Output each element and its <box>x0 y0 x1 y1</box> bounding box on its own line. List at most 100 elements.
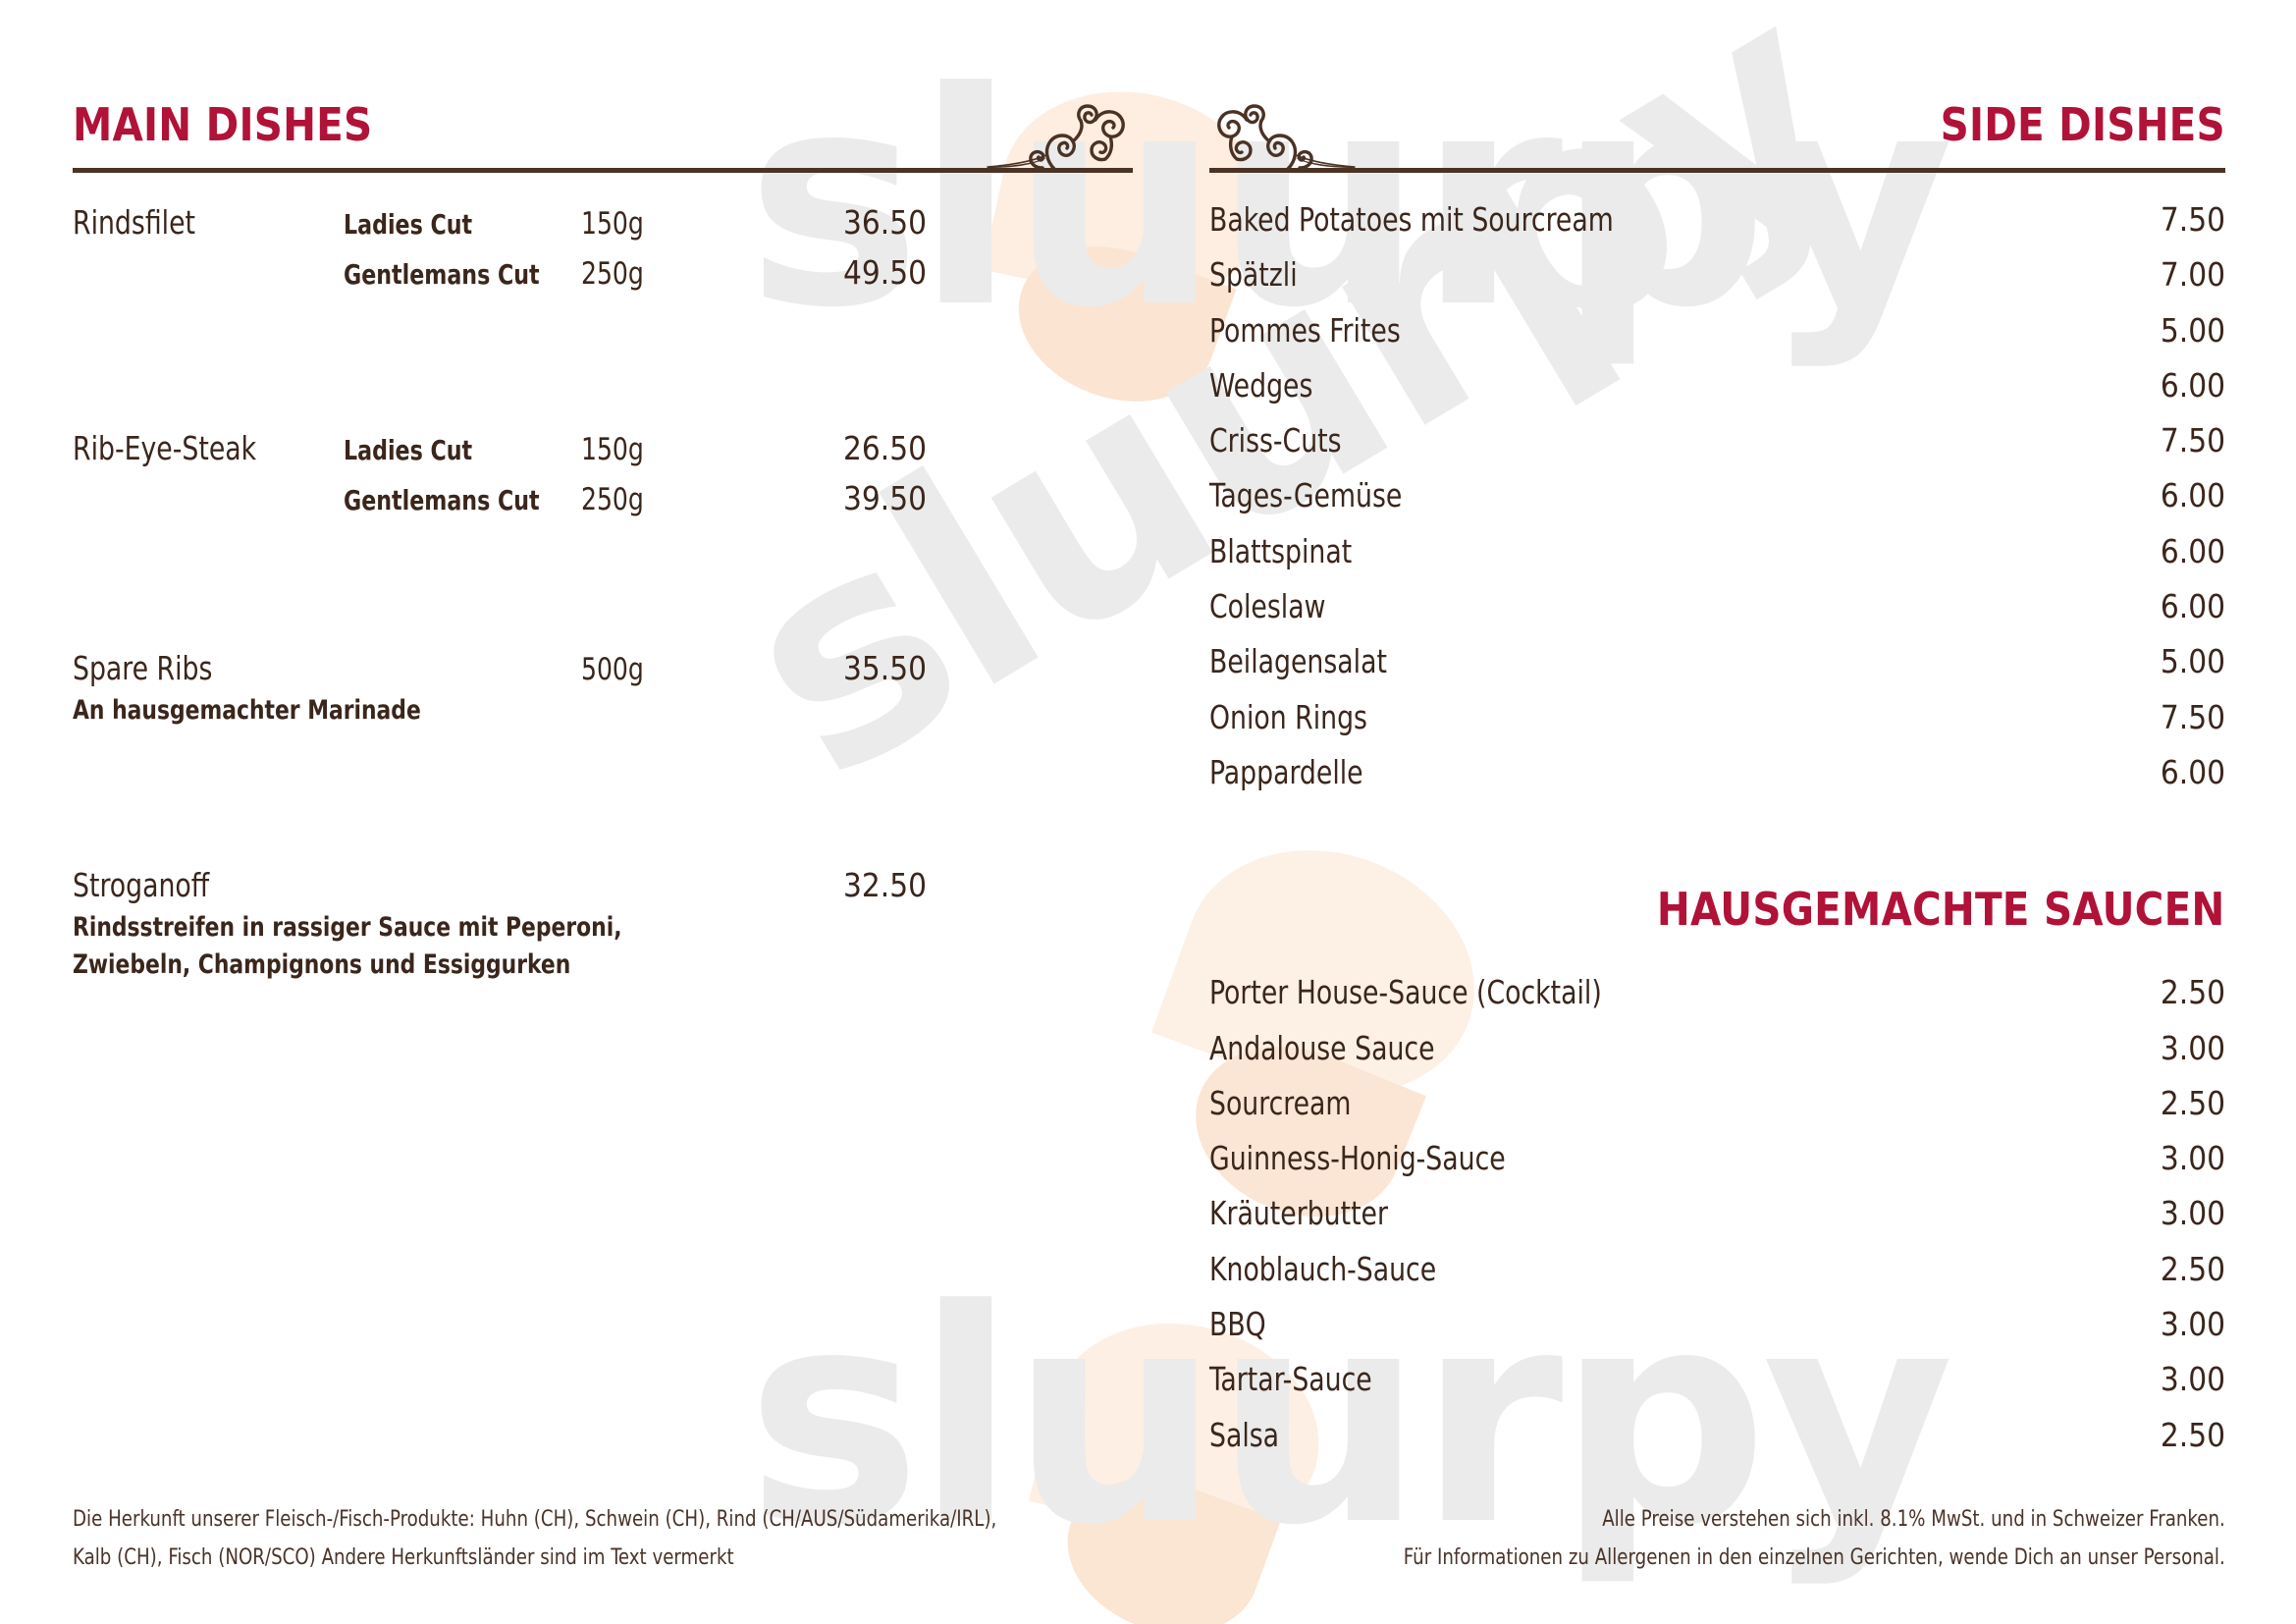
dish-weight: 500g <box>581 651 644 687</box>
sauce-label: Porter House-Sauce (Cocktail) <box>1209 973 1602 1012</box>
side-dishes-column: SIDE DISHES <box>1209 82 2225 1453</box>
sauce-label: Sourcream <box>1209 1083 1352 1122</box>
list-item: Beilagensalat 5.00 <box>1209 642 2225 681</box>
dish-row: Spare Ribs 500g 35.50 An hausgemachter M… <box>73 648 1133 730</box>
dish-row: Stroganoff 32.50 Rindsstreifen in rassig… <box>73 866 1133 985</box>
dish-weight: 250g <box>581 481 644 517</box>
sauce-price: 3.00 <box>2160 1139 2225 1178</box>
origin-footnote-line2: Kalb (CH), Fisch (NOR/SCO) Andere Herkun… <box>73 1544 734 1570</box>
price-footnote: Alle Preise verstehen sich inkl. 8.1% Mw… <box>1404 1500 2225 1577</box>
header-divider <box>73 168 1133 173</box>
dish-variant-line: Gentlemans Cut 250g 49.50 <box>73 252 1133 293</box>
sauces-list: Porter House-Sauce (Cocktail) 2.50 Andal… <box>1209 973 2225 1454</box>
sauce-label: Guinness-Honig-Sauce <box>1209 1139 1506 1178</box>
dish-variant-line: Stroganoff 32.50 <box>73 866 1133 905</box>
list-item: Blattspinat 6.00 <box>1209 531 2225 570</box>
sauce-label: Kräuterbutter <box>1209 1194 1388 1233</box>
sauce-label: Tartar-Sauce <box>1209 1360 1372 1399</box>
origin-footnote: Die Herkunft unserer Fleisch-/Fisch-Prod… <box>73 1500 996 1577</box>
list-item: Porter House-Sauce (Cocktail) 2.50 <box>1209 973 2225 1012</box>
list-item: Knoblauch-Sauce 2.50 <box>1209 1249 2225 1288</box>
main-dishes-heading: MAIN DISHES <box>73 98 373 151</box>
side-dishes-header: SIDE DISHES <box>1209 82 2225 173</box>
list-item: Pappardelle 6.00 <box>1209 752 2225 791</box>
list-item: Andalouse Sauce 3.00 <box>1209 1028 2225 1067</box>
side-dishes-list: Baked Potatoes mit Sourcream 7.50 Spätzl… <box>1209 200 2225 791</box>
sauce-price: 3.00 <box>2160 1360 2225 1399</box>
sauce-label: BBQ <box>1209 1305 1266 1344</box>
sauce-price: 2.50 <box>2160 1415 2225 1454</box>
list-item: Sourcream 2.50 <box>1209 1083 2225 1122</box>
dish-price: 36.50 <box>843 203 927 242</box>
origin-footnote-line1: Die Herkunft unserer Fleisch-/Fisch-Prod… <box>73 1506 997 1532</box>
dish-cut: Ladies Cut <box>344 208 473 241</box>
side-dish-label: Beilagensalat <box>1209 642 1387 681</box>
dish-variant-line: Rindsfilet Ladies Cut 150g 36.50 <box>73 203 1133 243</box>
dish-description: An hausgemachter Marinade <box>73 694 421 726</box>
header-divider <box>1209 168 2225 173</box>
side-dishes-heading: SIDE DISHES <box>1940 98 2225 151</box>
dish-cut: Gentlemans Cut <box>344 257 540 291</box>
side-dish-price: 7.50 <box>2160 200 2225 239</box>
dish-price: 32.50 <box>843 866 927 905</box>
side-dish-price: 6.00 <box>2160 531 2225 570</box>
dish-name: Rindsfilet <box>73 203 196 242</box>
side-dish-price: 7.00 <box>2160 255 2225 295</box>
list-item: Tartar-Sauce 3.00 <box>1209 1360 2225 1399</box>
dish-price: 39.50 <box>843 478 927 517</box>
side-dish-price: 7.50 <box>2160 421 2225 460</box>
side-dish-price: 6.00 <box>2160 365 2225 405</box>
dish-price: 35.50 <box>843 648 927 687</box>
list-item: Coleslaw 6.00 <box>1209 587 2225 626</box>
side-dish-price: 6.00 <box>2160 587 2225 626</box>
side-dish-price: 7.50 <box>2160 697 2225 736</box>
main-dishes-header: MAIN DISHES <box>73 82 1133 173</box>
sauce-price: 2.50 <box>2160 1083 2225 1122</box>
dish-weight: 150g <box>581 206 644 242</box>
list-item: Baked Potatoes mit Sourcream 7.50 <box>1209 200 2225 239</box>
dish-name: Rib-Eye-Steak <box>73 428 257 467</box>
sauce-price: 2.50 <box>2160 973 2225 1012</box>
side-dish-label: Blattspinat <box>1209 531 1353 570</box>
sauces-header: HAUSGEMACHTE SAUCEN <box>1209 875 2225 932</box>
sauces-heading: HAUSGEMACHTE SAUCEN <box>1657 883 2225 937</box>
swirl-flourish-ornament <box>1209 100 1357 171</box>
list-item: Onion Rings 7.50 <box>1209 697 2225 736</box>
dish-cut: Ladies Cut <box>344 433 473 466</box>
dish-weight: 250g <box>581 255 644 292</box>
side-dish-label: Criss-Cuts <box>1209 421 1342 460</box>
price-footnote-line1: Alle Preise verstehen sich inkl. 8.1% Mw… <box>1602 1506 2225 1532</box>
side-dish-label: Baked Potatoes mit Sourcream <box>1209 200 1614 239</box>
swirl-flourish-ornament <box>986 100 1133 171</box>
sauce-label: Knoblauch-Sauce <box>1209 1249 1437 1288</box>
dish-name: Spare Ribs <box>73 648 213 687</box>
list-item: Salsa 2.50 <box>1209 1415 2225 1454</box>
side-dish-price: 6.00 <box>2160 476 2225 515</box>
list-item: Spätzli 7.00 <box>1209 255 2225 295</box>
dish-variant-line: Spare Ribs 500g 35.50 <box>73 648 1133 688</box>
side-dish-price: 5.00 <box>2160 642 2225 681</box>
side-dish-label: Pommes Frites <box>1209 310 1401 350</box>
main-dishes-column: MAIN DISHES <box>73 82 1133 985</box>
dish-variant-line: Rib-Eye-Steak Ladies Cut 150g 26.50 <box>73 428 1133 468</box>
dish-row: Rindsfilet Ladies Cut 150g 36.50 Gentlem… <box>73 203 1133 293</box>
side-dish-price: 5.00 <box>2160 310 2225 350</box>
side-dish-price: 6.00 <box>2160 752 2225 791</box>
side-dish-label: Spätzli <box>1209 255 1298 295</box>
list-item: Tages-Gemüse 6.00 <box>1209 478 2225 514</box>
list-item: Kräuterbutter 3.00 <box>1209 1194 2225 1233</box>
sauce-label: Salsa <box>1209 1415 1280 1454</box>
dish-price: 49.50 <box>843 252 927 292</box>
dish-cut: Gentlemans Cut <box>344 483 540 516</box>
sauce-price: 3.00 <box>2160 1028 2225 1067</box>
sauce-price: 3.00 <box>2160 1194 2225 1233</box>
sauce-price: 3.00 <box>2160 1305 2225 1344</box>
sauce-label: Andalouse Sauce <box>1209 1028 1435 1067</box>
dish-row: Rib-Eye-Steak Ladies Cut 150g 26.50 Gent… <box>73 428 1133 518</box>
dish-description: Rindsstreifen in rassiger Sauce mit Pepe… <box>73 911 622 981</box>
list-item: Guinness-Honig-Sauce 3.00 <box>1209 1139 2225 1178</box>
dish-variant-line: Gentlemans Cut 250g 39.50 <box>73 478 1133 518</box>
list-item: BBQ 3.00 <box>1209 1305 2225 1344</box>
list-item: Wedges 6.00 <box>1209 365 2225 405</box>
side-dish-label: Pappardelle <box>1209 752 1363 791</box>
